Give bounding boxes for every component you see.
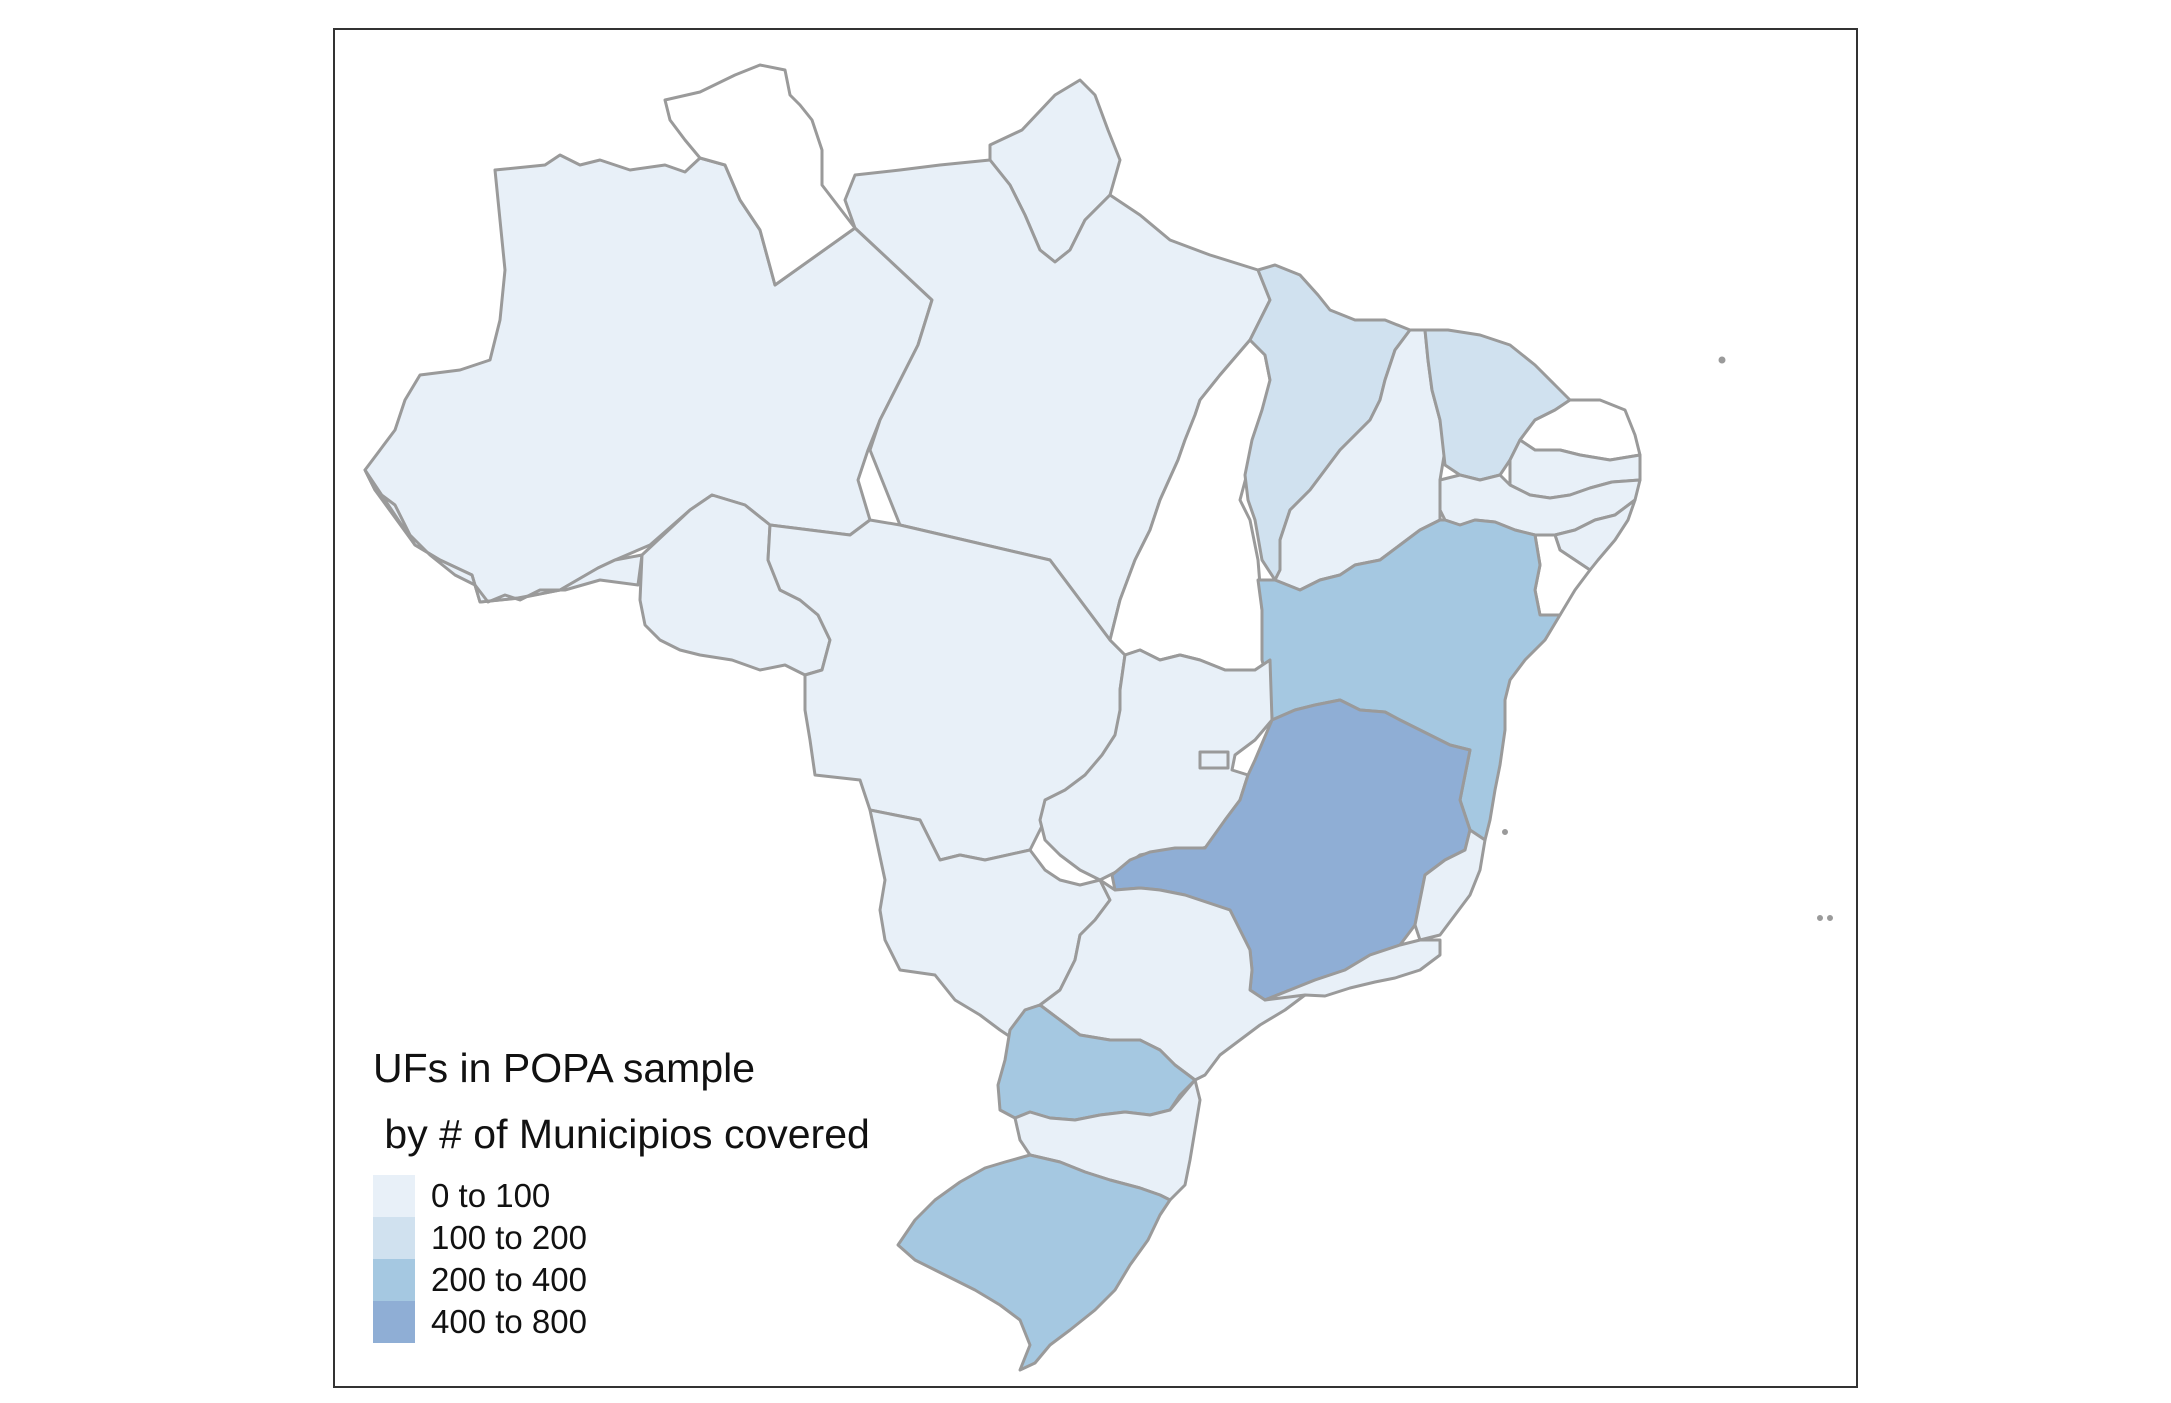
- state-rs[interactable]: [896, 1153, 1172, 1372]
- island-trindade-1: [1817, 915, 1823, 921]
- legend-item: 0 to 100: [373, 1175, 870, 1217]
- legend-item: 100 to 200: [373, 1217, 870, 1259]
- state-rj[interactable]: [1263, 938, 1442, 1002]
- island-fernando: [1718, 356, 1726, 364]
- legend-swatch: [373, 1175, 415, 1217]
- legend-title-line-1: UFs in POPA sample: [373, 1045, 756, 1091]
- legend-item: 400 to 800: [373, 1301, 870, 1343]
- island-trindade-2: [1827, 915, 1833, 921]
- state-rr[interactable]: [663, 63, 857, 287]
- legend-label: 400 to 800: [431, 1303, 587, 1340]
- map-legend: UFs in POPA sample by # of Municipios co…: [373, 1035, 870, 1343]
- legend-item: 200 to 400: [373, 1259, 870, 1301]
- state-es[interactable]: [1413, 828, 1487, 942]
- state-df[interactable]: [1198, 750, 1230, 770]
- state-sp[interactable]: [1038, 878, 1307, 1082]
- legend-items: 0 to 100 100 to 200 200 to 400 400 to 80…: [373, 1175, 870, 1343]
- legend-title-line-2: by # of Municipios covered: [373, 1111, 870, 1157]
- state-ac[interactable]: [363, 468, 644, 604]
- legend-label: 0 to 100: [431, 1177, 551, 1214]
- legend-label: 200 to 400: [431, 1261, 587, 1298]
- legend-swatch: [373, 1217, 415, 1259]
- legend-label: 100 to 200: [431, 1219, 587, 1256]
- island-abrolhos: [1502, 829, 1508, 835]
- legend-swatch: [373, 1259, 415, 1301]
- legend-swatch: [373, 1301, 415, 1343]
